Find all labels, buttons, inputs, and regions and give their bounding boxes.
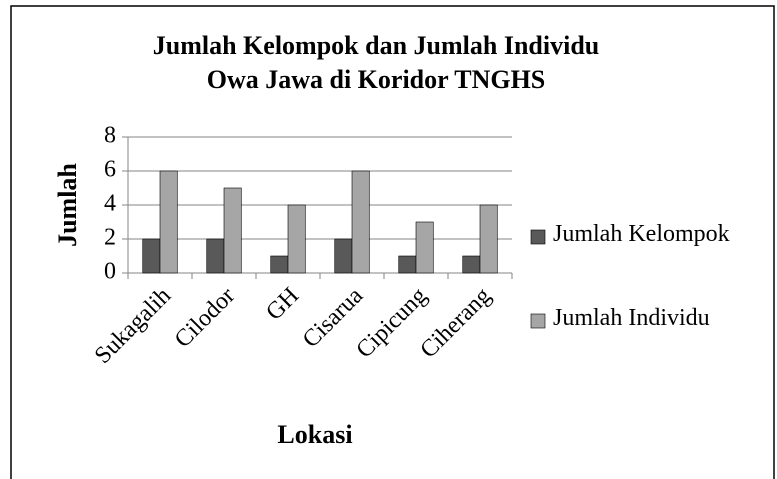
x-axis-label: Lokasi bbox=[277, 420, 352, 449]
bar bbox=[287, 204, 306, 274]
chart-title: Jumlah Kelompok dan Jumlah Individu bbox=[153, 31, 600, 60]
chart-title: Owa Jawa di Koridor TNGHS bbox=[207, 65, 546, 94]
legend-swatch bbox=[530, 313, 546, 329]
bar bbox=[159, 170, 178, 274]
y-tick-label: 6 bbox=[104, 157, 116, 183]
legend-swatch bbox=[530, 229, 546, 245]
bar bbox=[479, 204, 498, 274]
bar bbox=[398, 255, 417, 274]
y-axis-label: Jumlah bbox=[53, 163, 82, 247]
bar bbox=[206, 238, 225, 274]
bar bbox=[462, 255, 481, 274]
bar bbox=[415, 221, 434, 274]
bar bbox=[223, 187, 242, 274]
y-tick-label: 4 bbox=[104, 191, 116, 217]
y-tick-label: 8 bbox=[104, 123, 116, 149]
y-tick-label: 2 bbox=[104, 225, 116, 251]
chart-border bbox=[10, 5, 775, 479]
y-tick-label: 0 bbox=[104, 259, 116, 285]
bar bbox=[334, 238, 353, 274]
bar bbox=[351, 170, 370, 274]
legend-label: Jumlah Kelompok bbox=[553, 221, 730, 247]
legend-label: Jumlah Individu bbox=[553, 305, 710, 331]
bar bbox=[142, 238, 161, 274]
bar bbox=[270, 255, 289, 274]
